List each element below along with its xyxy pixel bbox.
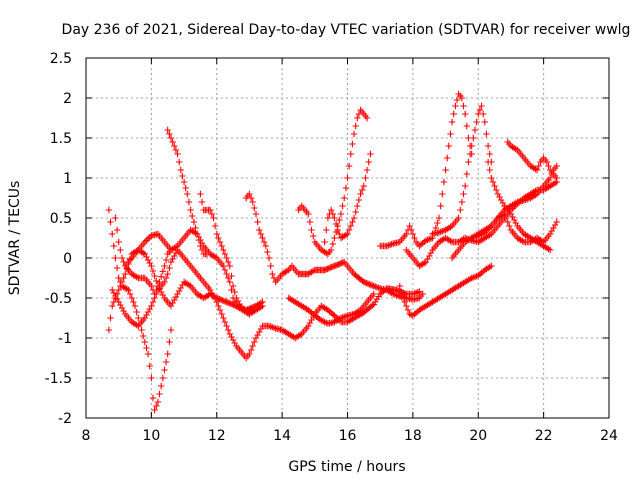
chart-title: Day 236 of 2021, Sidereal Day-to-day VTE… xyxy=(62,22,631,38)
series-track-j xyxy=(295,106,371,258)
series-track-e xyxy=(122,230,175,270)
x-tick-label: 22 xyxy=(535,428,553,444)
series-track-g xyxy=(197,190,256,318)
y-tick-label: -1 xyxy=(58,331,72,347)
data-marks xyxy=(105,90,560,414)
data-point-markers xyxy=(396,262,495,319)
data-point-markers xyxy=(504,138,560,182)
x-tick-label: 20 xyxy=(469,428,487,444)
data-point-markers xyxy=(468,162,560,242)
y-tick-label: 2 xyxy=(63,91,72,107)
series-track-f xyxy=(164,126,211,258)
series-track-m xyxy=(396,262,495,319)
y-axis-title: SDTVAR / TECUs xyxy=(7,181,23,296)
data-point-markers xyxy=(429,102,495,238)
series-track-l xyxy=(377,90,475,250)
series-track-s xyxy=(504,138,560,182)
data-point-markers xyxy=(321,150,374,246)
y-tick-label: 1 xyxy=(63,171,72,187)
y-tick-label: -0.5 xyxy=(45,291,72,307)
data-point-markers xyxy=(295,106,371,258)
data-point-markers xyxy=(109,246,423,362)
x-tick-label: 8 xyxy=(82,428,91,444)
series-track-q xyxy=(468,162,560,242)
data-point-markers xyxy=(122,230,175,270)
axis-ticks: 8 10 12 14 16 18 20 22 24 -2 -1.5 -1 -0.5 0 0.5 1 1.5 2 2.… xyxy=(45,51,618,444)
y-tick-label: 2.5 xyxy=(50,51,72,67)
y-tick-label: 0 xyxy=(63,251,72,267)
x-tick-label: 18 xyxy=(404,428,422,444)
x-axis-title: GPS time / hours xyxy=(288,459,405,475)
x-tick-label: 24 xyxy=(600,428,618,444)
data-point-markers xyxy=(377,90,475,250)
series-track-r xyxy=(484,158,554,254)
y-tick-label: 1.5 xyxy=(50,131,72,147)
x-tick-label: 10 xyxy=(142,428,160,444)
x-tick-label: 12 xyxy=(208,428,226,444)
series-track-k xyxy=(321,150,374,246)
x-tick-label: 14 xyxy=(273,428,291,444)
data-point-markers xyxy=(285,290,377,327)
data-point-markers xyxy=(164,126,211,258)
data-point-markers xyxy=(484,158,554,254)
series-track-c xyxy=(109,246,423,362)
y-tick-label: -1.5 xyxy=(45,371,72,387)
data-point-markers xyxy=(197,190,256,318)
y-tick-label: 0.5 xyxy=(50,211,72,227)
series-track-i xyxy=(285,290,377,327)
x-tick-label: 16 xyxy=(339,428,357,444)
series-track-o xyxy=(429,102,495,238)
y-tick-label: -2 xyxy=(58,411,72,427)
